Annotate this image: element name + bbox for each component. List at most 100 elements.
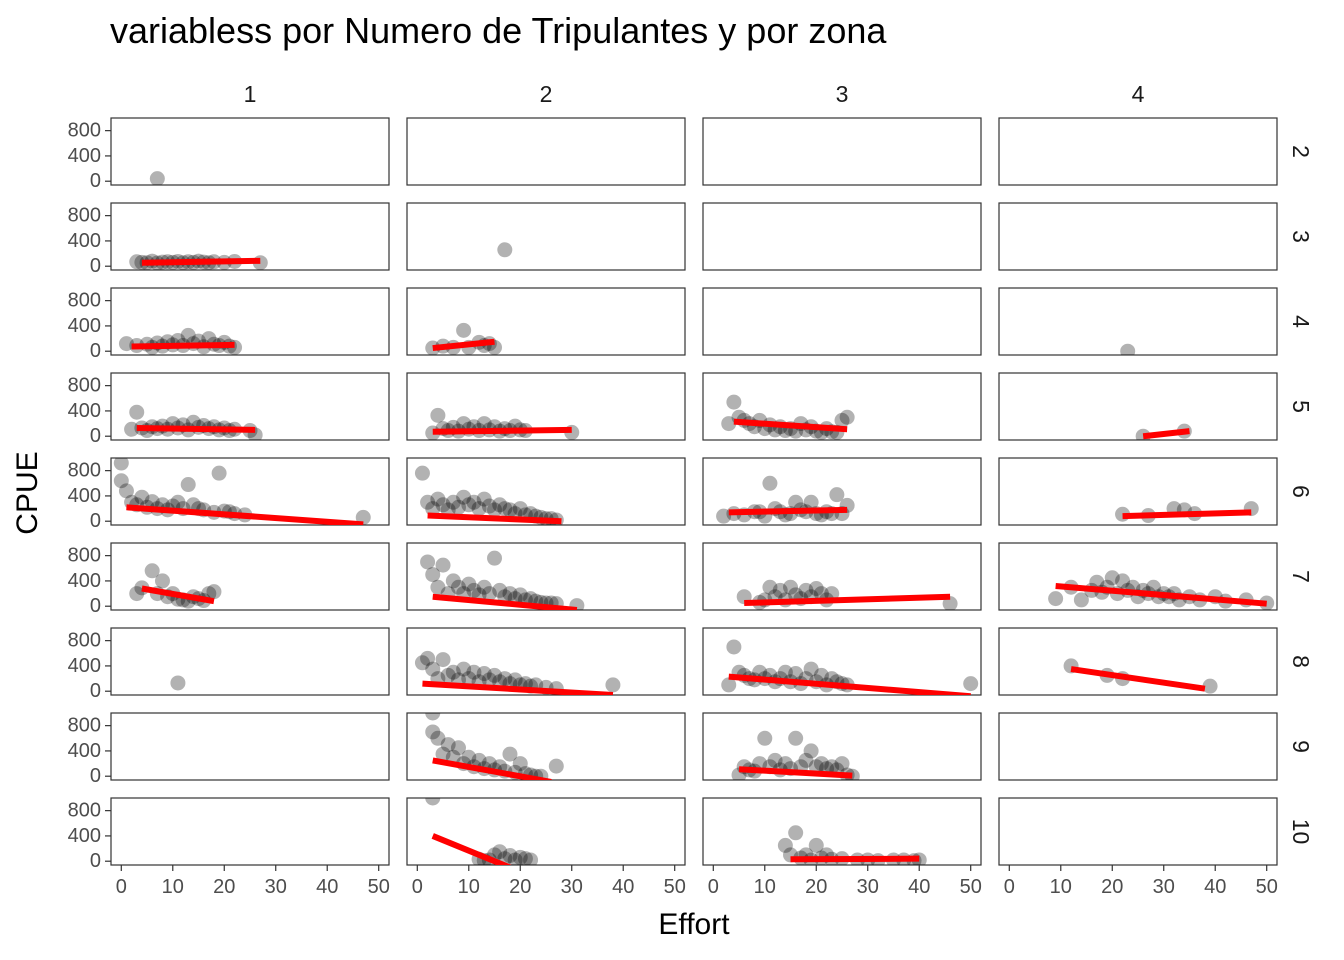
- data-point: [772, 582, 788, 598]
- x-tick-label: 30: [1153, 876, 1175, 898]
- data-point: [726, 394, 742, 410]
- panel-data-group: [721, 394, 855, 440]
- data-point: [129, 254, 145, 270]
- data-point: [456, 416, 472, 432]
- data-point: [487, 667, 503, 683]
- fit-line: [131, 341, 235, 350]
- data-point: [497, 671, 513, 687]
- data-point: [716, 508, 732, 524]
- y-tick-label: 800: [68, 460, 101, 482]
- data-point: [129, 586, 145, 602]
- data-point: [512, 849, 528, 865]
- data-point: [180, 327, 196, 343]
- facet-row-label: 7: [1288, 570, 1314, 583]
- data-point: [425, 501, 441, 517]
- x-tick-label: 30: [561, 876, 583, 898]
- data-point: [481, 672, 497, 688]
- x-tick-label: 40: [316, 876, 338, 898]
- data-point: [420, 494, 436, 510]
- data-point: [149, 171, 165, 185]
- y-tick-label: 400: [68, 740, 101, 762]
- y-tick-label: 400: [68, 400, 101, 422]
- panel-data-group: [124, 404, 263, 440]
- fit-line: [432, 757, 552, 780]
- panel-data-group: [113, 458, 371, 525]
- x-tick-label: 50: [664, 876, 686, 898]
- x-axis-label: Effort: [658, 908, 730, 941]
- data-point: [170, 675, 186, 691]
- facet-row-label: 10: [1288, 819, 1314, 845]
- facet-row-label: 6: [1288, 485, 1314, 498]
- panel-frame: [998, 202, 1278, 271]
- y-tick-label: 0: [90, 170, 101, 192]
- facet-row-label: 8: [1288, 655, 1314, 668]
- panel-data-group: [731, 730, 860, 780]
- data-point: [118, 483, 134, 499]
- data-point: [430, 407, 446, 423]
- data-point: [471, 752, 487, 768]
- data-point: [497, 501, 513, 517]
- fit-line: [744, 593, 951, 607]
- data-point: [461, 671, 477, 687]
- data-point: [569, 598, 585, 610]
- panel-frame: [998, 627, 1278, 696]
- x-tick-label: 10: [754, 876, 776, 898]
- panel-frame: [110, 712, 390, 781]
- y-tick-label: 400: [68, 485, 101, 507]
- data-point: [471, 501, 487, 517]
- data-point: [435, 746, 451, 762]
- x-tick-label: 50: [1256, 876, 1278, 898]
- data-point: [445, 664, 461, 680]
- data-point: [502, 848, 518, 864]
- y-tick-label: 800: [68, 290, 101, 312]
- data-point: [813, 756, 829, 772]
- facet-row-label: 4: [1288, 315, 1314, 328]
- data-point: [425, 661, 441, 677]
- x-tick-label: 0: [412, 876, 423, 898]
- fit-line: [1055, 582, 1267, 607]
- data-point: [798, 582, 814, 598]
- y-tick-label: 0: [90, 850, 101, 872]
- y-tick-label: 400: [68, 825, 101, 847]
- y-tick-label: 400: [68, 145, 101, 167]
- data-point: [721, 677, 737, 693]
- y-tick-label: 800: [68, 375, 101, 397]
- x-tick-label: 50: [960, 876, 982, 898]
- data-point: [414, 465, 430, 481]
- data-point: [456, 661, 472, 677]
- data-point: [788, 666, 804, 682]
- panel-data-group: [118, 327, 243, 355]
- data-point: [170, 494, 186, 510]
- facet-col-label: 3: [836, 81, 849, 107]
- data-point: [777, 664, 793, 680]
- data-point: [502, 586, 518, 602]
- data-point: [721, 416, 737, 432]
- data-point: [788, 730, 804, 746]
- panel-data-group: [414, 650, 621, 695]
- data-point: [425, 567, 441, 583]
- fit-line: [431, 833, 512, 865]
- x-tick-label: 50: [368, 876, 390, 898]
- fit-line: [790, 855, 920, 863]
- data-point: [435, 497, 451, 513]
- data-point: [445, 494, 461, 510]
- panel-frame: [110, 627, 390, 696]
- data-point: [425, 713, 441, 721]
- data-point: [445, 573, 461, 589]
- data-point: [517, 851, 533, 865]
- facet-row-label: 2: [1288, 145, 1314, 158]
- y-tick-label: 400: [68, 230, 101, 252]
- fit-line: [1142, 428, 1190, 440]
- data-point: [129, 404, 145, 420]
- panel-frame: [702, 797, 982, 866]
- y-tick-label: 800: [68, 715, 101, 737]
- data-point: [963, 676, 979, 692]
- panel-frame: [998, 372, 1278, 441]
- data-point: [512, 587, 528, 603]
- data-point: [144, 494, 160, 510]
- data-point: [777, 837, 793, 853]
- panel-data-group: [497, 242, 513, 258]
- panel-frame: [702, 117, 982, 186]
- facet-col-label: 1: [244, 81, 257, 107]
- data-point: [440, 667, 456, 683]
